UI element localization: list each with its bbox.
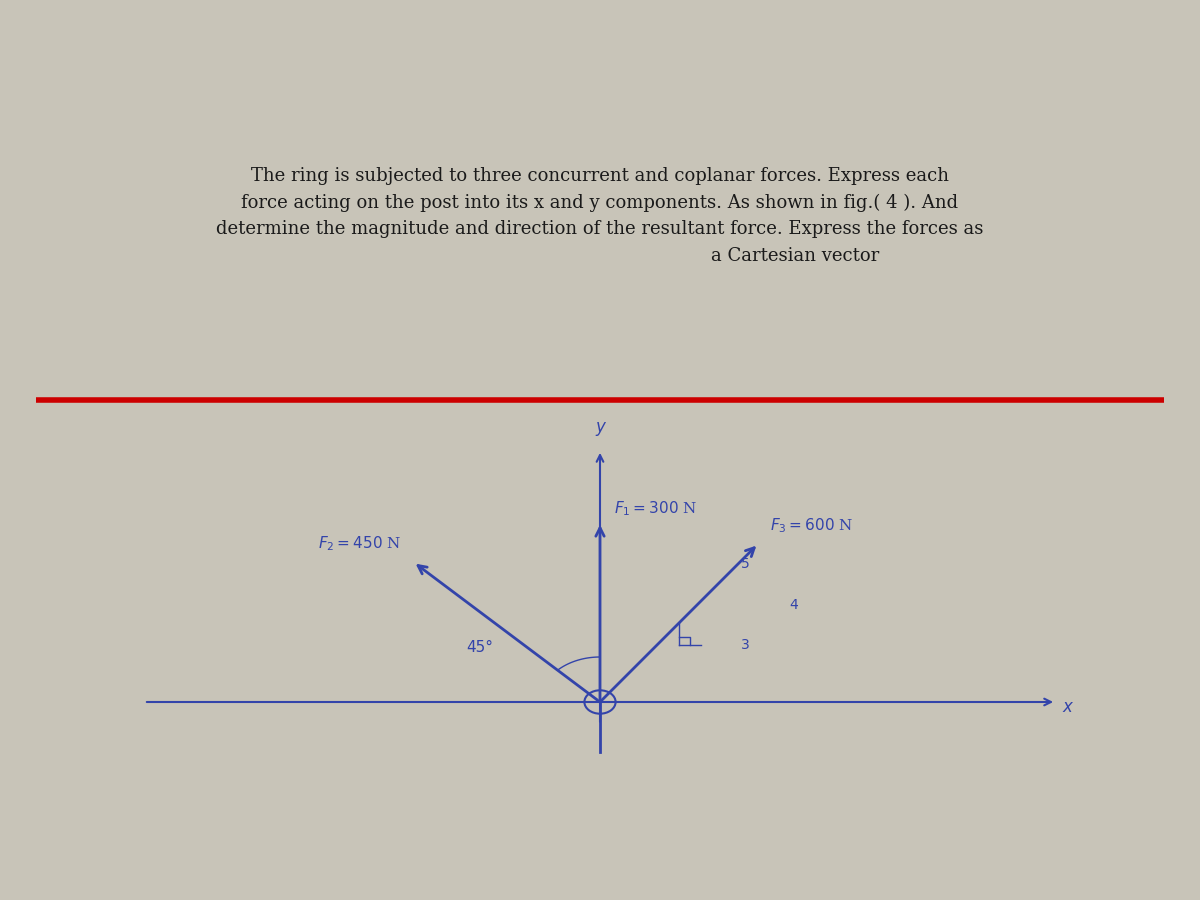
Text: 45°: 45°: [467, 641, 493, 655]
Text: x: x: [1062, 698, 1072, 716]
Text: y: y: [595, 418, 605, 436]
Text: $F_1 = 300$ N: $F_1 = 300$ N: [614, 499, 697, 517]
Text: The ring is subjected to three concurrent and coplanar forces. Express each
forc: The ring is subjected to three concurren…: [216, 167, 984, 265]
Text: 3: 3: [740, 638, 750, 652]
Text: $F_2 = 450$ N: $F_2 = 450$ N: [318, 535, 401, 553]
Text: 5: 5: [740, 557, 750, 572]
Text: $F_3 = 600$ N: $F_3 = 600$ N: [770, 516, 853, 535]
Text: 4: 4: [788, 598, 798, 612]
